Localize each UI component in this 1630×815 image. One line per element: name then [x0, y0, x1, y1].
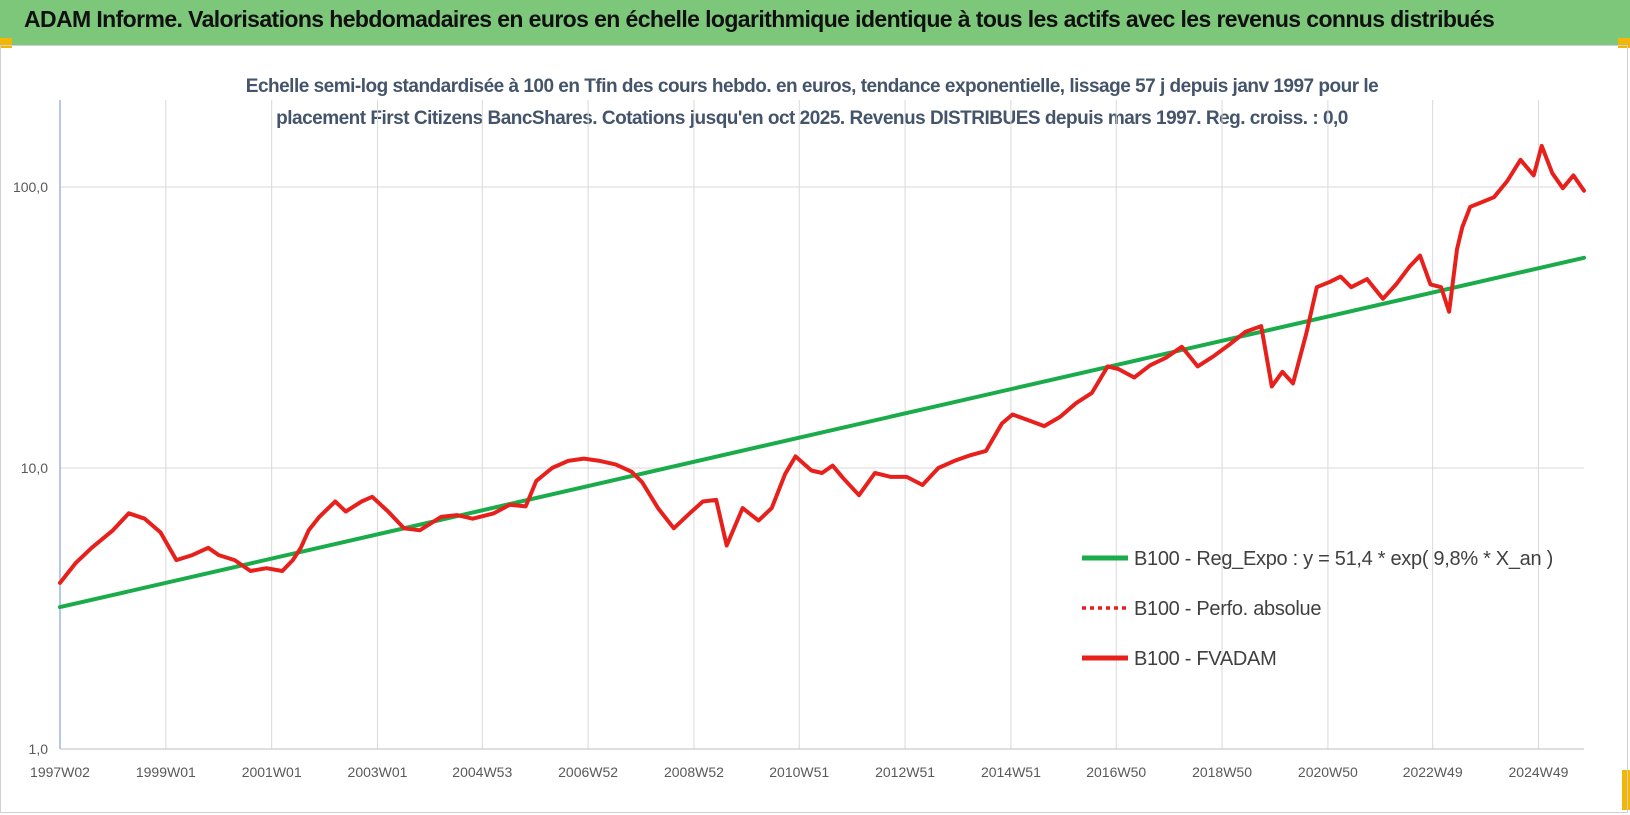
x-tick-label: 1999W01	[136, 764, 196, 780]
x-tick-label: 2006W52	[558, 764, 618, 780]
series-line-0	[58, 255, 1586, 610]
legend: B100 - Reg_Expo : y = 51,4 * exp( 9,8% *…	[1082, 548, 1553, 670]
x-tick-label: 2016W50	[1086, 764, 1146, 780]
x-tick-label: 2012W51	[875, 764, 935, 780]
chart-title-line-1: Echelle semi-log standardisée à 100 en T…	[246, 76, 1378, 97]
series-layer	[58, 143, 1586, 610]
x-tick-label: 2004W53	[452, 764, 512, 780]
series-line-2	[58, 143, 1586, 585]
header-bar: ADAM Informe. Valorisations hebdomadaire…	[0, 0, 1630, 45]
x-tick-label: 2024W49	[1509, 764, 1569, 780]
y-tick-label: 1,0	[29, 741, 49, 757]
legend-label-1: B100 - Perfo. absolue	[1134, 598, 1321, 620]
x-tick-label: 2010W51	[769, 764, 829, 780]
x-tick-label: 2003W01	[348, 764, 408, 780]
x-tick-label: 2022W49	[1403, 764, 1463, 780]
axes: 1997W02 1999W01 2001W01 2003W01 2004W53 2006W…	[13, 100, 1584, 780]
corner-mark-left	[0, 38, 12, 48]
x-tick-label: 2001W01	[242, 764, 302, 780]
x-tick-label: 1997W02	[30, 764, 90, 780]
legend-label-0: B100 - Reg_Expo : y = 51,4 * exp( 9,8% *…	[1134, 548, 1553, 570]
y-tick-label: 100,0	[13, 179, 48, 195]
y-tick-label: 10,0	[21, 460, 48, 476]
corner-mark-right	[1618, 38, 1630, 48]
page-title: ADAM Informe. Valorisations hebdomadaire…	[24, 6, 1495, 32]
corner-mark-bottom-right	[1622, 770, 1630, 810]
x-tick-label: 2014W51	[981, 764, 1041, 780]
x-tick-label: 2020W50	[1298, 764, 1358, 780]
grid-lines	[60, 100, 1584, 750]
chart-title-line-2: placement First Citizens BancShares. Cot…	[276, 108, 1348, 129]
legend-label-2: B100 - FVADAM	[1134, 648, 1276, 670]
chart-frame	[0, 45, 1628, 813]
x-tick-label: 2018W50	[1192, 764, 1252, 780]
x-tick-label: 2008W52	[664, 764, 724, 780]
